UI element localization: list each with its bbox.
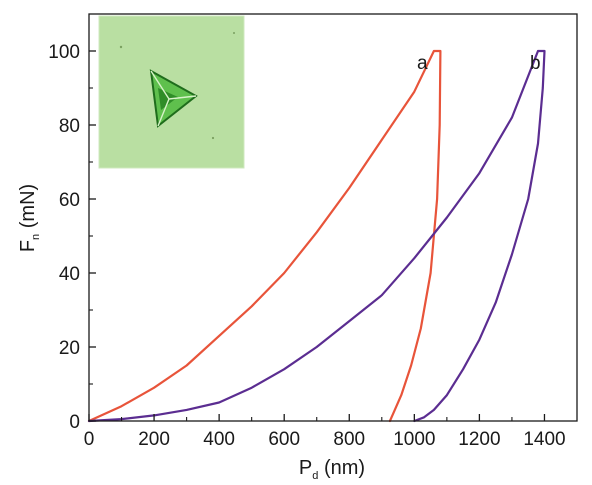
y-tick-label: 80 [59, 116, 80, 137]
y-tick-label: 0 [69, 412, 80, 433]
y-tick-label: 100 [48, 42, 80, 63]
curve-label-a: a [417, 53, 428, 74]
y-tick-label: 60 [59, 190, 80, 211]
curve-label-b: b [530, 53, 541, 74]
series-line-b [87, 49, 546, 423]
y-axis-title: Fn (mN) [17, 184, 42, 252]
series-line-a [87, 49, 442, 423]
x-tick-label: 1400 [523, 429, 565, 450]
ticks-layer: 0 200 400 600 800 1000 1200 1400 0 20 40 60 80 100 [48, 42, 565, 450]
x-axis-title: Pd (nm) [299, 457, 365, 482]
y-tick-label: 40 [59, 264, 80, 285]
x-tick-label: 600 [268, 429, 300, 450]
plot-frame [88, 13, 578, 422]
inset-micrograph [98, 15, 245, 169]
x-tick-label: 200 [138, 429, 170, 450]
x-tick-label: 0 [84, 429, 95, 450]
y-tick-label: 20 [59, 338, 80, 359]
plot-layer [87, 49, 546, 423]
x-tick-label: 1000 [393, 429, 435, 450]
x-tick-label: 1200 [458, 429, 500, 450]
x-tick-label: 400 [203, 429, 235, 450]
x-tick-label: 800 [333, 429, 365, 450]
